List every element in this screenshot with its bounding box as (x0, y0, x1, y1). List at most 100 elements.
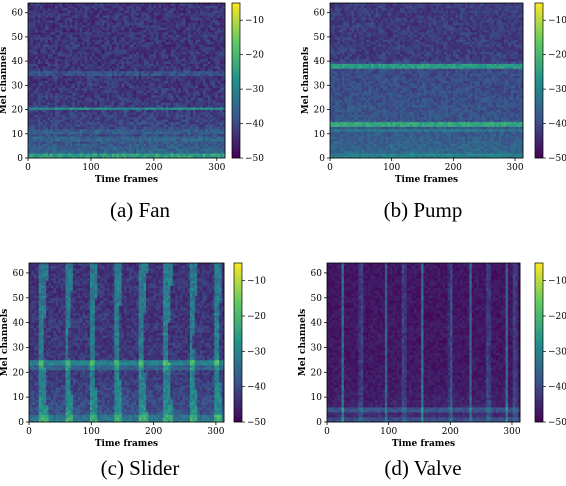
heatmap-cell (158, 114, 162, 118)
heatmap-cell (89, 150, 93, 154)
heatmap-cell (121, 95, 125, 98)
heatmap-cell (119, 29, 122, 33)
heatmap-cell (146, 39, 150, 43)
heatmap-cell (101, 111, 105, 115)
heatmap-cell (116, 153, 120, 156)
heatmap-cell (96, 32, 100, 35)
heatmap-cell (104, 12, 108, 16)
heatmap-cell (222, 138, 226, 142)
heatmap-cell (160, 70, 164, 74)
heatmap-cell (160, 12, 164, 16)
heatmap-cell (55, 141, 58, 144)
heatmap-cell (185, 124, 189, 127)
heatmap-cell (69, 78, 73, 81)
heatmap-cell (67, 124, 71, 127)
heatmap-cell (82, 56, 85, 60)
heatmap-cell (30, 41, 34, 45)
heatmap-cell (40, 80, 44, 84)
heatmap-cell (116, 7, 120, 11)
heatmap-cell (185, 63, 189, 67)
heatmap-cell (69, 148, 73, 152)
heatmap-cell (37, 131, 41, 135)
heatmap-cell (168, 70, 172, 74)
heatmap-cell (60, 119, 63, 123)
heatmap-cell (106, 27, 110, 30)
heatmap-cell (64, 34, 68, 38)
heatmap-cell (111, 73, 115, 76)
heatmap-cell (111, 75, 115, 79)
heatmap-cell (126, 7, 130, 11)
heatmap-cell (109, 27, 113, 30)
heatmap-cell (121, 24, 125, 28)
heatmap-cell (158, 128, 162, 132)
heatmap-cell (114, 70, 117, 74)
heatmap-cell (188, 7, 191, 11)
heatmap-cell (35, 51, 39, 55)
heatmap-cell (153, 17, 157, 21)
heatmap-cell (138, 39, 142, 43)
heatmap-cell (101, 58, 105, 62)
heatmap-cell (104, 116, 108, 120)
heatmap-cell (212, 80, 216, 84)
heatmap-cell (87, 141, 90, 144)
heatmap-cell (72, 155, 76, 159)
heatmap-cell (30, 49, 34, 52)
heatmap-cell (77, 111, 81, 115)
heatmap-cell (148, 128, 152, 132)
heatmap-cell (124, 107, 127, 110)
heatmap-cell (200, 107, 204, 110)
heatmap-cell (215, 44, 218, 47)
heatmap-cell (87, 82, 90, 86)
heatmap-cell (52, 61, 56, 64)
heatmap-cell (165, 121, 169, 125)
heatmap-cell (180, 136, 184, 139)
heatmap-cell (89, 10, 93, 14)
heatmap-cell (173, 17, 177, 21)
heatmap-cell (124, 29, 127, 33)
heatmap-cell (74, 12, 78, 16)
heatmap-cell (188, 90, 191, 93)
heatmap-cell (79, 116, 83, 120)
heatmap-cell (217, 24, 221, 28)
heatmap-cell (60, 53, 63, 57)
heatmap-cell (170, 73, 174, 76)
heatmap-cell (151, 51, 154, 55)
heatmap-cell (173, 70, 177, 74)
heatmap-cell (121, 82, 125, 86)
heatmap-cell (74, 126, 78, 130)
heatmap-cell (126, 104, 130, 108)
heatmap-cell (55, 97, 58, 101)
heatmap-cell (42, 27, 46, 30)
heatmap-cell (158, 78, 162, 81)
heatmap-cell (151, 82, 154, 86)
heatmap-cell (126, 102, 130, 106)
heatmap-cell (138, 102, 142, 106)
heatmap-cell (207, 82, 211, 86)
heatmap-cell (92, 15, 95, 18)
heatmap-cell (72, 75, 76, 79)
heatmap-cell (92, 90, 95, 93)
heatmap-cell (124, 10, 127, 14)
heatmap-cell (205, 87, 209, 91)
heatmap-cell (87, 34, 90, 38)
heatmap-cell (178, 145, 182, 149)
heatmap-cell (45, 46, 49, 50)
heatmap-cell (197, 56, 201, 60)
heatmap-cell (67, 141, 71, 144)
heatmap-cell (99, 70, 103, 74)
heatmap-cell (121, 143, 125, 147)
heatmap-cell (192, 121, 196, 125)
heatmap-cell (148, 56, 152, 60)
heatmap-cell (200, 10, 204, 14)
heatmap-cell (121, 19, 125, 23)
heatmap-cell (128, 111, 132, 115)
heatmap-cell (42, 34, 46, 38)
heatmap-cell (69, 150, 73, 154)
heatmap-cell (40, 153, 44, 156)
heatmap-cell (45, 92, 49, 96)
heatmap-cell (188, 102, 191, 106)
heatmap-cell (92, 121, 95, 125)
heatmap-cell (148, 70, 152, 74)
heatmap-cell (42, 128, 46, 132)
heatmap-cell (210, 70, 214, 74)
